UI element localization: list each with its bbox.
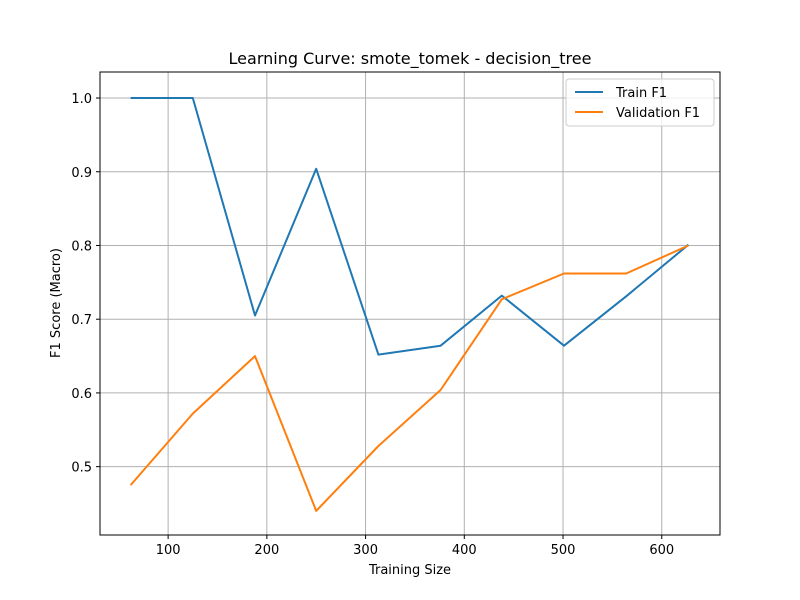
plot-area-frame <box>99 71 721 536</box>
y-tick-label: 0.6 <box>71 387 92 402</box>
x-tick-label: 200 <box>254 543 279 558</box>
legend-box <box>565 78 715 127</box>
x-axis-label: Training Size <box>368 563 451 578</box>
legend: Train F1 Validation F1 <box>565 78 715 127</box>
series-lines <box>129 97 690 512</box>
grid <box>100 72 720 535</box>
x-tick-label: 500 <box>551 543 576 558</box>
x-axis-ticks: 100 200 300 400 500 600 <box>156 535 674 558</box>
legend-label-validation: Validation F1 <box>616 106 700 121</box>
x-tick-label: 300 <box>353 543 378 558</box>
y-tick-label: 0.7 <box>71 313 92 328</box>
x-tick-label: 100 <box>156 543 181 558</box>
train-f1-line <box>130 97 690 356</box>
legend-label-train: Train F1 <box>615 86 667 101</box>
y-tick-label: 1.0 <box>71 92 92 107</box>
validation-f1-line <box>129 244 689 512</box>
y-tick-label: 0.8 <box>71 239 92 254</box>
chart-title: Learning Curve: smote_tomek - decision_t… <box>229 49 592 69</box>
y-axis-ticks: 0.5 0.6 0.7 0.8 0.9 1.0 <box>71 92 100 476</box>
y-tick-label: 0.5 <box>71 461 92 476</box>
y-tick-label: 0.9 <box>71 166 92 181</box>
y-axis-label: F1 Score (Macro) <box>49 248 64 358</box>
x-tick-label: 400 <box>452 543 477 558</box>
x-tick-label: 600 <box>649 543 674 558</box>
